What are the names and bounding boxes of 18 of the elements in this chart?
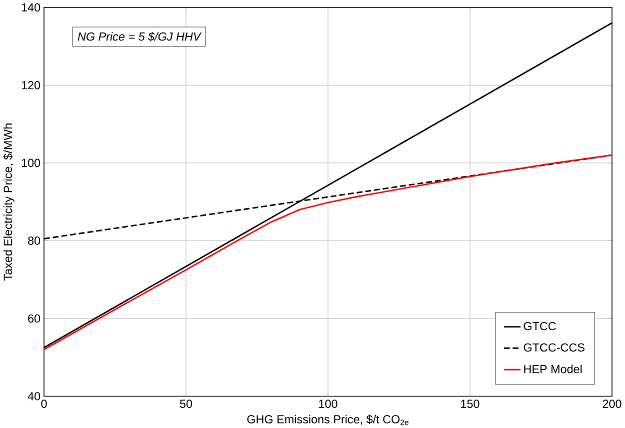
y-tick-label: 120 bbox=[22, 80, 40, 90]
annotation: NG Price = 5 $/GJ HHV bbox=[78, 32, 202, 42]
legend-label: GTCC-CCS bbox=[524, 343, 584, 352]
x-tick-label: 100 bbox=[319, 399, 338, 408]
line-series bbox=[44, 154, 612, 350]
y-axis-title: Taxed Electricity Price, $/MWh bbox=[3, 123, 14, 280]
x-axis-title: GHG Emissions Price, $/t CO$_{2e}$ bbox=[247, 414, 408, 425]
y-tick-label: 80 bbox=[28, 236, 40, 245]
y-tick-label: 60 bbox=[28, 314, 40, 322]
y-tick-label: 140 bbox=[22, 3, 40, 12]
y-tick-label: 100 bbox=[22, 158, 40, 167]
x-tick-label: 0 bbox=[41, 399, 47, 408]
legend-label: HEP Model bbox=[524, 364, 582, 374]
x-tick-label: 150 bbox=[461, 399, 480, 408]
y-tick-label: 40 bbox=[28, 392, 40, 400]
x-tick-label: 200 bbox=[602, 399, 622, 408]
x-tick-label: 50 bbox=[180, 399, 192, 408]
legend-label: GTCC bbox=[524, 322, 556, 330]
